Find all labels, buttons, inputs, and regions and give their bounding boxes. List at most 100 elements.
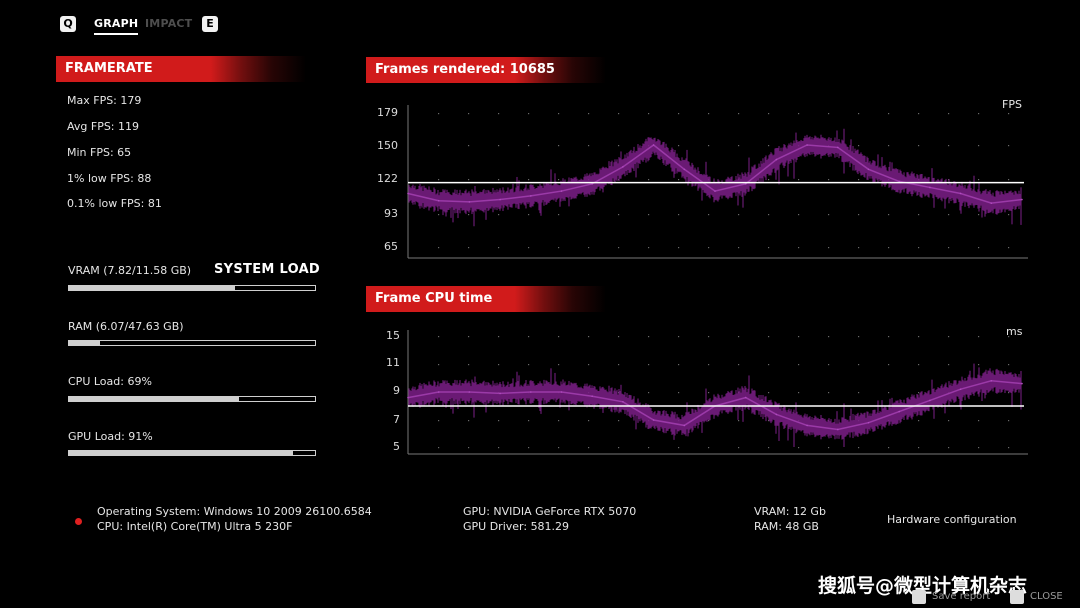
data-point (867, 168, 870, 171)
grid-dot (558, 247, 560, 249)
grid-dot (468, 364, 470, 366)
grid-dot (468, 336, 470, 338)
data-point (990, 202, 993, 204)
grid-dot (498, 336, 500, 338)
data-point (499, 392, 501, 395)
ram-info: RAM: 48 GB (754, 520, 819, 533)
grid-dot (438, 247, 440, 249)
data-point (806, 144, 808, 146)
grid-dot (768, 247, 770, 249)
grid-dot (438, 214, 440, 216)
grid-dot (798, 179, 800, 181)
grid-dot (918, 336, 920, 338)
data-point (714, 190, 716, 192)
tab-graph[interactable]: GRAPH (94, 17, 139, 35)
grid-dot (918, 214, 920, 216)
grid-dot (648, 247, 650, 249)
grid-dot (678, 392, 680, 394)
grid-dot (1008, 420, 1010, 422)
grid-dot (858, 247, 860, 249)
grid-dot (768, 392, 770, 394)
grid-dot (648, 214, 650, 216)
framerate-banner: FRAMERATE (56, 56, 306, 82)
data-point (652, 419, 655, 421)
grid-dot (588, 447, 590, 449)
grid-dot (858, 364, 860, 366)
grid-dot (468, 214, 470, 216)
fps-y-tick: 122 (377, 172, 398, 185)
grid-dot (438, 145, 440, 147)
grid-dot (858, 392, 860, 394)
grid-dot (558, 447, 560, 449)
grid-dot (528, 179, 530, 181)
grid-dot (918, 145, 920, 147)
grid-dot (708, 364, 710, 366)
data-point (468, 391, 471, 393)
cpu-y-tick: 5 (393, 440, 400, 453)
grid-dot (708, 392, 710, 394)
e-key-hint[interactable]: E (202, 16, 218, 32)
grid-dot (708, 214, 710, 216)
grid-dot (798, 447, 800, 449)
grid-dot (888, 214, 890, 216)
save-report-button[interactable]: Save report (932, 591, 991, 602)
grid-dot (438, 113, 440, 115)
data-point (407, 192, 409, 195)
data-point (929, 186, 931, 189)
hardware-config-link[interactable]: Hardware configuration (887, 513, 1017, 526)
hardware-gpu: GPU: NVIDIA GeForce RTX 5070 GPU Driver:… (463, 504, 636, 534)
fps-y-tick: 150 (377, 139, 398, 152)
grid-dot (618, 447, 620, 449)
grid-dot (678, 214, 680, 216)
grid-dot (438, 420, 440, 422)
grid-dot (888, 247, 890, 249)
grid-dot (498, 447, 500, 449)
cpu-load-bar (68, 396, 316, 402)
grid-dot (858, 145, 860, 147)
grid-dot (648, 392, 650, 394)
grid-dot (1008, 247, 1010, 249)
data-point (837, 146, 839, 149)
data-point (744, 396, 747, 399)
grid-dot (888, 113, 890, 115)
grid-dot (978, 364, 980, 366)
grid-dot (828, 447, 830, 449)
data-point (530, 195, 532, 197)
grid-dot (648, 364, 650, 366)
grid-dot (978, 247, 980, 249)
grid-dot (438, 336, 440, 338)
grid-dot (948, 113, 950, 115)
grid-dot (528, 247, 530, 249)
data-point (591, 395, 593, 397)
status-dot-icon (75, 518, 82, 525)
grid-dot (888, 336, 890, 338)
grid-dot (798, 247, 800, 249)
data-point (959, 192, 962, 195)
grid-dot (738, 364, 740, 366)
grid-dot (948, 145, 950, 147)
grid-dot (738, 420, 740, 422)
close-button[interactable]: CLOSE (1030, 591, 1063, 602)
one-percent-low-fps: 1% low FPS: 88 (67, 172, 152, 185)
q-key-hint[interactable]: Q (60, 16, 76, 32)
grid-dot (828, 179, 830, 181)
data-point (407, 396, 409, 399)
tab-impact[interactable]: IMPACT (145, 17, 193, 30)
ram-load-label: RAM (6.07/47.63 GB) (68, 320, 184, 333)
grid-dot (798, 392, 800, 394)
grid-dot (828, 247, 830, 249)
grid-dot (558, 145, 560, 147)
data-point (775, 158, 778, 161)
grid-dot (618, 214, 620, 216)
grid-dot (828, 113, 830, 115)
data-point (837, 428, 839, 431)
grid-dot (918, 447, 920, 449)
point-one-percent-low-fps: 0.1% low FPS: 81 (67, 197, 162, 210)
gpu-info: GPU: NVIDIA GeForce RTX 5070 (463, 505, 637, 518)
watermark: 搜狐号@微型计算机杂志 (818, 575, 1028, 597)
grid-dot (1008, 364, 1010, 366)
grid-dot (648, 179, 650, 181)
grid-dot (678, 336, 680, 338)
vram-load-bar (68, 285, 316, 291)
cpu-y-tick: 11 (386, 356, 400, 369)
